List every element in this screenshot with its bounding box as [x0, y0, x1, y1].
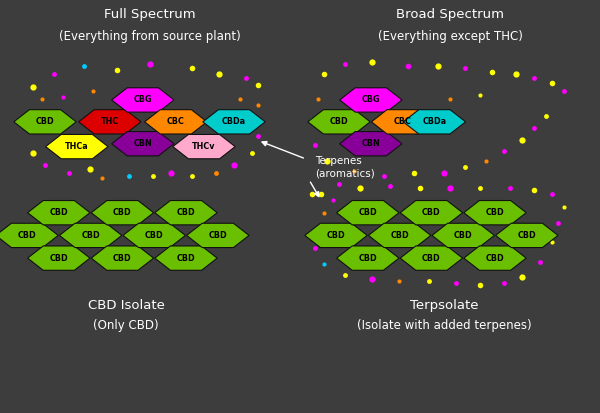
Text: CBD: CBD — [145, 231, 164, 240]
Text: CBD: CBD — [390, 231, 409, 240]
Text: (Only CBD): (Only CBD) — [93, 320, 159, 332]
Polygon shape — [155, 201, 217, 225]
Polygon shape — [305, 223, 367, 247]
Polygon shape — [432, 223, 494, 247]
Polygon shape — [112, 132, 174, 156]
Polygon shape — [308, 110, 370, 134]
Text: CBD: CBD — [176, 208, 196, 217]
Text: CBD: CBD — [113, 254, 132, 263]
Polygon shape — [187, 223, 249, 247]
Text: CBN: CBN — [133, 139, 152, 148]
Polygon shape — [59, 223, 122, 247]
Text: CBD: CBD — [49, 254, 68, 263]
Polygon shape — [91, 246, 154, 270]
Polygon shape — [145, 110, 207, 134]
Polygon shape — [340, 132, 402, 156]
Polygon shape — [340, 88, 402, 112]
Text: CBD: CBD — [422, 254, 441, 263]
Text: Terpsolate: Terpsolate — [410, 299, 478, 312]
Polygon shape — [464, 246, 526, 270]
Text: CBD: CBD — [17, 231, 37, 240]
Polygon shape — [371, 110, 434, 134]
Text: CBN: CBN — [361, 139, 380, 148]
Text: CBD: CBD — [517, 231, 536, 240]
Polygon shape — [0, 223, 58, 247]
Text: (Everything except THC): (Everything except THC) — [377, 31, 523, 43]
Text: CBD: CBD — [485, 254, 505, 263]
Polygon shape — [203, 110, 265, 134]
Text: THCv: THCv — [192, 142, 216, 151]
Text: CBD: CBD — [81, 231, 100, 240]
Polygon shape — [368, 223, 431, 247]
Text: THCa: THCa — [65, 142, 89, 151]
Text: CBD: CBD — [358, 254, 377, 263]
Polygon shape — [173, 135, 235, 159]
Polygon shape — [464, 201, 526, 225]
Text: THC: THC — [101, 117, 119, 126]
Text: CBD: CBD — [326, 231, 346, 240]
Text: Terpenes
(aromatics): Terpenes (aromatics) — [315, 156, 375, 179]
Text: CBD: CBD — [422, 208, 441, 217]
Text: CBD: CBD — [454, 231, 473, 240]
Text: (Everything from source plant): (Everything from source plant) — [59, 31, 241, 43]
Text: CBD: CBD — [329, 117, 349, 126]
Polygon shape — [46, 135, 108, 159]
Text: CBC: CBC — [394, 117, 412, 126]
Polygon shape — [400, 246, 463, 270]
Polygon shape — [496, 223, 558, 247]
Text: Broad Spectrum: Broad Spectrum — [396, 8, 504, 21]
Text: CBDa: CBDa — [422, 117, 446, 126]
Polygon shape — [337, 201, 399, 225]
Text: (Isolate with added terpenes): (Isolate with added terpenes) — [356, 320, 532, 332]
Polygon shape — [28, 246, 90, 270]
Polygon shape — [337, 246, 399, 270]
Text: CBD: CBD — [208, 231, 227, 240]
Polygon shape — [112, 88, 174, 112]
Polygon shape — [400, 201, 463, 225]
Text: CBD: CBD — [176, 254, 196, 263]
Text: CBG: CBG — [362, 95, 380, 104]
Text: CBD: CBD — [485, 208, 505, 217]
Polygon shape — [91, 201, 154, 225]
Text: CBG: CBG — [134, 95, 152, 104]
Polygon shape — [79, 110, 141, 134]
Text: CBC: CBC — [167, 117, 185, 126]
Text: Full Spectrum: Full Spectrum — [104, 8, 196, 21]
Text: CBD: CBD — [113, 208, 132, 217]
Polygon shape — [155, 246, 217, 270]
Polygon shape — [28, 201, 90, 225]
Text: CBD: CBD — [35, 117, 55, 126]
Text: CBD: CBD — [358, 208, 377, 217]
Text: CBDa: CBDa — [222, 117, 246, 126]
Polygon shape — [123, 223, 185, 247]
Polygon shape — [403, 110, 466, 134]
Text: CBD: CBD — [49, 208, 68, 217]
Text: CBD Isolate: CBD Isolate — [88, 299, 164, 312]
Polygon shape — [14, 110, 76, 134]
